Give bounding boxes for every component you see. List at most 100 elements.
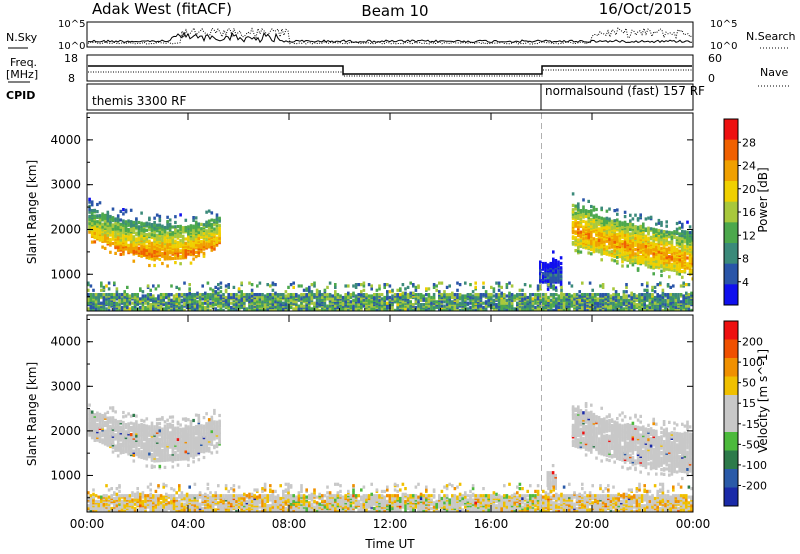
heatmap-cell <box>536 284 540 288</box>
heatmap-cell <box>626 251 629 255</box>
heatmap-cell <box>622 293 626 297</box>
heatmap-cell <box>184 251 188 255</box>
heatmap-cell <box>590 225 593 229</box>
heatmap-cell <box>106 437 110 442</box>
heatmap-cell <box>105 301 108 305</box>
heatmap-cell <box>168 242 172 246</box>
heatmap-cell <box>375 308 379 311</box>
heatmap-cell <box>631 217 635 221</box>
heatmap-cell <box>573 300 576 304</box>
heatmap-cell <box>597 218 601 222</box>
heatmap-cell <box>93 221 97 225</box>
heatmap-cell <box>554 270 558 274</box>
heatmap-cell <box>289 301 293 305</box>
heatmap-cell <box>479 293 483 297</box>
heatmap-cell <box>571 241 575 245</box>
heatmap-cell <box>297 307 301 311</box>
heatmap-cell <box>674 305 678 310</box>
heatmap-cell <box>448 304 451 308</box>
heatmap-cell <box>644 260 648 264</box>
heatmap-cell <box>103 246 107 250</box>
heatmap-cell <box>102 295 106 300</box>
heatmap-cell <box>181 234 185 238</box>
heatmap-cell <box>116 230 120 234</box>
heatmap-cell <box>205 210 208 214</box>
heatmap-cell <box>124 433 128 437</box>
heatmap-cell <box>206 303 210 307</box>
heatmap-cell <box>88 204 91 208</box>
heatmap-cell <box>623 240 627 244</box>
heatmap-cell <box>354 283 358 287</box>
heatmap-cell <box>179 262 182 266</box>
heatmap-cell <box>178 287 181 291</box>
heatmap-cell <box>123 293 126 297</box>
heatmap-cell <box>352 298 355 302</box>
heatmap-cell <box>464 281 467 285</box>
heatmap-cell <box>96 432 99 437</box>
heatmap-cell <box>100 288 103 292</box>
heatmap-cell <box>142 232 146 236</box>
heatmap-cell <box>144 305 147 310</box>
heatmap-cell <box>313 281 316 285</box>
heatmap-cell <box>87 307 90 311</box>
heatmap-cell <box>560 291 563 295</box>
heatmap-cell <box>119 419 123 424</box>
heatmap-cell <box>568 281 571 285</box>
heatmap-cell <box>197 243 201 248</box>
heatmap-cell <box>557 294 561 298</box>
heatmap-cell <box>592 218 596 222</box>
heatmap-cell <box>508 291 511 295</box>
heatmap-cell <box>326 293 329 297</box>
heatmap-cell <box>131 293 134 297</box>
heatmap-cell <box>582 219 585 223</box>
heatmap-cell <box>150 241 154 245</box>
heatmap-cell <box>670 248 674 252</box>
colorbar-segment <box>724 139 738 161</box>
heatmap-cell <box>127 422 130 426</box>
heatmap-cell <box>114 424 117 428</box>
heatmap-cell <box>648 293 652 297</box>
heatmap-cell <box>349 295 353 300</box>
heatmap-cell <box>163 233 167 237</box>
heatmap-cell <box>691 277 693 281</box>
heatmap-cell <box>595 207 598 212</box>
heatmap-cell <box>495 293 498 297</box>
heatmap-cell <box>149 303 152 307</box>
heatmap-cell <box>362 281 366 285</box>
heatmap-cell <box>106 226 110 230</box>
heatmap-cell <box>665 224 668 228</box>
heatmap-cell <box>687 304 691 308</box>
heatmap-cell <box>157 284 160 288</box>
heatmap-cell <box>119 241 123 245</box>
heatmap-cell <box>396 293 399 297</box>
heatmap-cell <box>655 236 658 241</box>
heatmap-cell <box>503 293 506 297</box>
heatmap-cell <box>113 281 116 285</box>
nave-tick-top: 60 <box>708 52 722 65</box>
heatmap-cell <box>302 304 306 308</box>
heatmap-cell <box>315 301 319 305</box>
heatmap-cell <box>152 294 155 298</box>
heatmap-cell <box>305 297 308 301</box>
cpid-frame <box>86 83 694 111</box>
heatmap-cell <box>638 293 641 297</box>
heatmap-cell <box>555 305 558 310</box>
heatmap-cell <box>334 290 337 294</box>
heatmap-cell <box>158 223 162 227</box>
heatmap-cell <box>92 293 95 297</box>
heatmap-cell <box>105 284 108 288</box>
heatmap-cell <box>161 251 164 256</box>
heatmap-cell <box>87 281 90 285</box>
heatmap-cell <box>451 291 454 295</box>
heatmap-cell <box>148 239 151 243</box>
heatmap-cell <box>140 211 143 215</box>
heatmap-cell <box>263 308 267 311</box>
heatmap-cell <box>679 300 683 304</box>
heatmap-cell <box>192 248 195 253</box>
heatmap-cell <box>399 287 402 291</box>
heatmap-cell <box>640 293 644 297</box>
heatmap-cell <box>577 249 580 253</box>
heatmap-cell <box>685 304 688 308</box>
heatmap-cell <box>596 293 600 297</box>
heatmap-cell <box>552 284 555 288</box>
